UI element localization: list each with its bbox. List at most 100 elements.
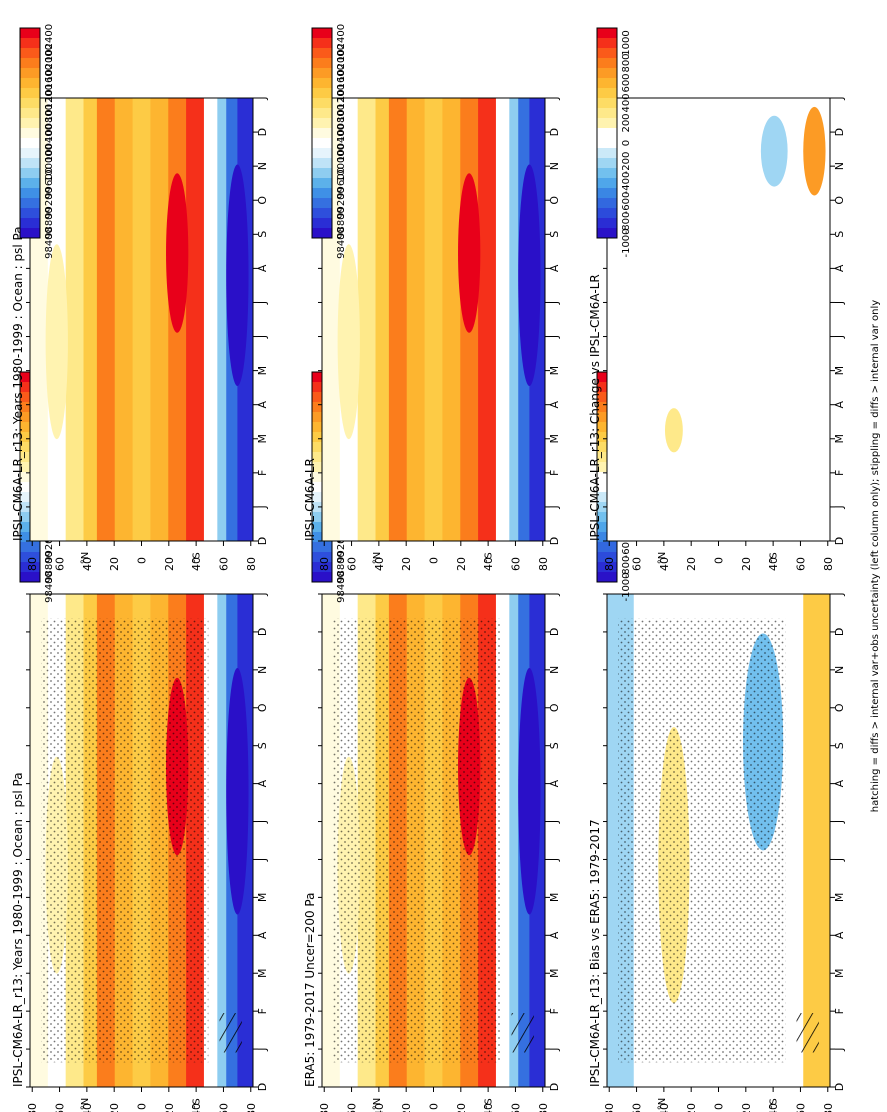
colorbar-label: 99600 [44,167,55,199]
x-tick-label: S [833,231,846,238]
x-tick-label: M [256,366,269,376]
colorbar-swatch [597,542,617,553]
y-tick-label: 20 [455,557,468,571]
colorbar-label: -600 [621,536,632,559]
y-tick-label: 0 [713,557,726,564]
panel-top-right: D J F M A M J J A S O N D J 80 60 40 20 0 20 40 60 80 °N °S IPSL-… [11,24,269,571]
y-tick-label: 40 [767,557,780,571]
x-tick-label: J [833,335,846,339]
x-tick-label: J [256,505,269,509]
x-tick-label: D [833,128,846,136]
colorbar-swatch [597,208,617,219]
field-band [150,98,169,541]
y-tick-label: 0 [428,557,441,564]
colorbar-swatch [20,198,40,209]
colorbar-swatch [597,88,617,99]
y-tick-label: 60 [54,557,67,571]
y-tick-label: 60 [217,557,230,571]
y-tick-label: 40 [190,1103,203,1112]
colorbar-swatch [597,148,617,159]
y-tick-label: 80 [822,557,835,571]
x-tick-label: A [256,779,269,787]
colorbar-label: 100000 [336,144,347,182]
x-tick-label: J [256,820,269,824]
colorbar-label: 100400 [44,124,55,162]
hemisphere-label-n: °N [80,552,91,564]
field-blob [337,244,360,440]
y-tick-label: 60 [794,1103,807,1112]
field-band [406,98,426,541]
y-tick-label: 40 [373,557,386,571]
colorbar-swatch [20,178,40,189]
field-blob [760,115,788,187]
colorbar-swatch [20,58,40,69]
stippling [333,618,501,1063]
field-blob [803,106,826,196]
x-tick-label: S [548,231,561,238]
colorbar-swatch [597,98,617,109]
hemisphere-label-n: °N [657,1098,668,1110]
x-tick-label: N [256,666,269,674]
colorbar-swatch [597,28,617,39]
x-tick-label: D [833,628,846,636]
x-tick-label: D [548,1083,561,1091]
colorbar-swatch [312,38,332,49]
x-tick-label: S [833,742,846,749]
panel-middle-right: D J F M A M J J A S O N D J 80 60 40 20 0 20 40 60 80 °N °S IPSL-… [303,24,561,571]
colorbar-swatch [312,148,332,159]
y-tick-label: 80 [318,557,331,571]
colorbar-label: 101600 [336,64,347,102]
x-tick-label: F [833,470,846,476]
colorbar-label: 98400 [336,227,347,259]
y-tick-label: 80 [537,1103,550,1112]
colorbar-label: 102400 [44,24,55,62]
field-band [217,594,227,1087]
field-band [83,98,98,541]
y-tick-label: 60 [631,557,644,571]
field-band [424,98,443,541]
hatching [796,1013,819,1053]
x-tick-label: M [256,893,269,903]
y-tick-label: 60 [346,557,359,571]
colorbar-swatch [597,198,617,209]
colorbar-swatch [597,218,617,229]
x-tick-label: D [548,628,561,636]
x-tick-label: M [833,366,846,376]
colorbar-swatch [597,78,617,89]
x-tick-label: O [548,703,561,712]
x-tick-label: A [548,400,561,408]
hemisphere-label-s: °S [191,1098,202,1109]
colorbar-swatch [20,218,40,229]
x-tick-label: J [256,335,269,339]
colorbar-swatch [597,178,617,189]
x-tick-label: J [833,301,846,305]
x-tick-label: A [833,400,846,408]
colorbar-label: 98800 [336,551,347,583]
y-tick-label: 20 [685,557,698,571]
field-band [442,98,461,541]
colorbar-label: 102000 [336,44,347,82]
field-band [388,98,408,541]
x-tick-label: F [548,470,561,476]
y-tick-label: 20 [685,1103,698,1112]
figure-footer: hatching = diffs > internal var+obs unce… [870,300,881,812]
colorbar-swatch [20,128,40,139]
y-tick-label: 80 [822,1103,835,1112]
colorbar-swatch [597,108,617,119]
field-blob [518,667,541,915]
panel-title: IPSL-CM6A-LR_r13: Years 1980-1999 : Ocea… [11,226,25,541]
colorbar-swatch [312,78,332,89]
colorbar-swatch [20,188,40,199]
colorbar-frame [596,27,618,239]
x-tick-label: J [548,301,561,305]
x-tick-label: D [256,1083,269,1091]
x-tick-label: J [548,820,561,824]
x-tick-label: J [256,96,269,100]
field-blob [166,173,189,333]
colorbar-label: 99200 [44,187,55,219]
field-blob [226,667,249,915]
y-tick-label: 40 [482,557,495,571]
y-tick-label: 40 [482,1103,495,1112]
panel-title: IPSL-CM6A-LR_r13: Years 1980-1999 : Ocea… [11,772,25,1087]
colorbar-label: -800 [621,212,632,235]
